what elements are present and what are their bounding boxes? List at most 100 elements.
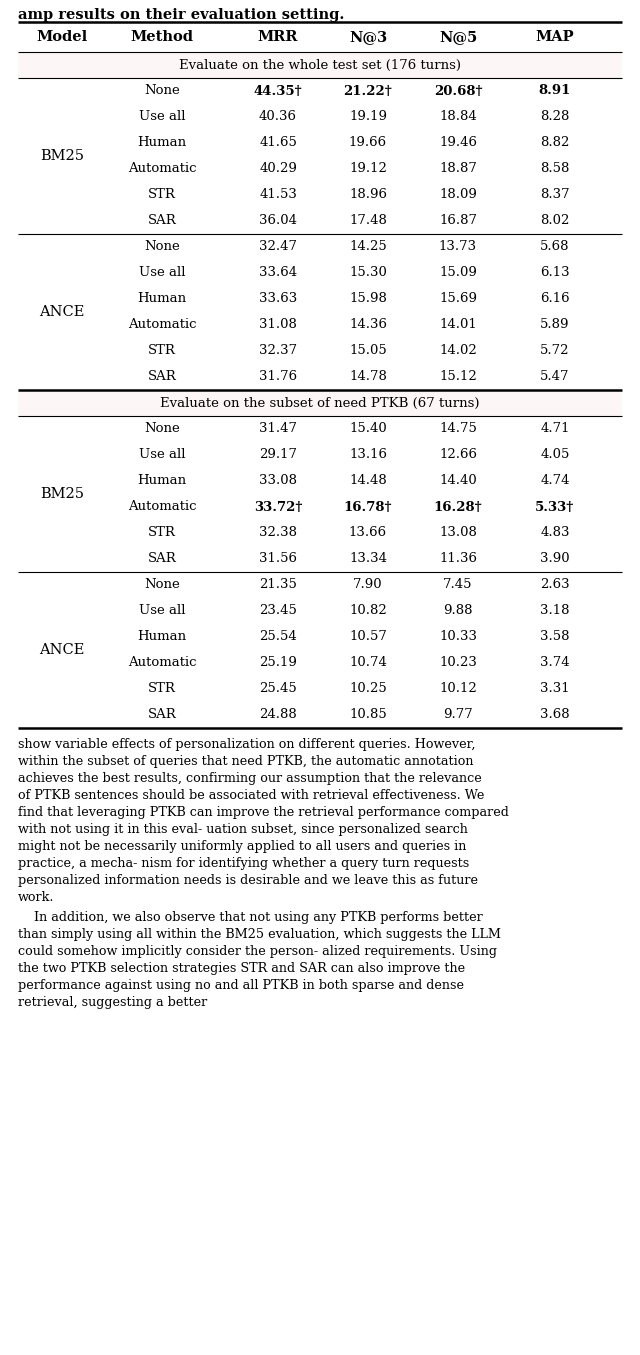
Text: 15.98: 15.98	[349, 293, 387, 305]
Text: 13.16: 13.16	[349, 449, 387, 462]
Text: 15.40: 15.40	[349, 423, 387, 435]
Text: None: None	[144, 423, 180, 435]
Text: SAR: SAR	[148, 214, 177, 228]
Text: 10.57: 10.57	[349, 630, 387, 644]
Text: 8.02: 8.02	[540, 214, 570, 228]
Text: 15.09: 15.09	[439, 267, 477, 279]
Text: 32.38: 32.38	[259, 527, 297, 539]
Text: Use all: Use all	[139, 449, 185, 462]
Text: 3.68: 3.68	[540, 709, 570, 721]
Text: 15.30: 15.30	[349, 267, 387, 279]
Text: SAR: SAR	[148, 370, 177, 383]
Text: performance against using no and all PTKB in both sparse and dense: performance against using no and all PTK…	[18, 980, 464, 992]
Text: 33.63: 33.63	[259, 293, 297, 305]
Text: personalized information needs is desirable and we leave this as future: personalized information needs is desira…	[18, 874, 478, 888]
Text: amp results on their evaluation setting.: amp results on their evaluation setting.	[18, 8, 344, 22]
Text: 16.28†: 16.28†	[434, 500, 483, 514]
Text: 8.82: 8.82	[540, 137, 570, 149]
Text: 3.74: 3.74	[540, 657, 570, 669]
Text: might not be necessarily uniformly applied to all users and queries in: might not be necessarily uniformly appli…	[18, 840, 467, 854]
Text: 10.25: 10.25	[349, 683, 387, 695]
Text: 11.36: 11.36	[439, 553, 477, 565]
Text: 13.34: 13.34	[349, 553, 387, 565]
Text: 14.02: 14.02	[439, 344, 477, 358]
Text: 7.45: 7.45	[444, 579, 473, 592]
Text: 18.96: 18.96	[349, 188, 387, 202]
Text: Model: Model	[36, 30, 88, 43]
Text: 21.22†: 21.22†	[344, 84, 392, 98]
Text: practice, a mecha- nism for identifying whether a query turn requests: practice, a mecha- nism for identifying …	[18, 856, 469, 870]
Text: STR: STR	[148, 683, 176, 695]
Text: 9.88: 9.88	[444, 604, 473, 618]
Text: 13.66: 13.66	[349, 527, 387, 539]
Text: 4.05: 4.05	[540, 449, 570, 462]
Text: None: None	[144, 84, 180, 98]
Text: 33.64: 33.64	[259, 267, 297, 279]
Text: the two PTKB selection strategies STR and SAR can also improve the: the two PTKB selection strategies STR an…	[18, 962, 465, 976]
Text: 19.12: 19.12	[349, 163, 387, 176]
Text: 31.47: 31.47	[259, 423, 297, 435]
Bar	[18, 51, 622, 79]
Text: 16.78†: 16.78†	[344, 500, 392, 514]
Text: Use all: Use all	[139, 604, 185, 618]
Text: Human: Human	[138, 137, 187, 149]
Text: of PTKB sentences should be associated with retrieval effectiveness. We: of PTKB sentences should be associated w…	[18, 789, 484, 802]
Text: 32.47: 32.47	[259, 240, 297, 253]
Text: None: None	[144, 579, 180, 592]
Text: 15.12: 15.12	[439, 370, 477, 383]
Text: 10.12: 10.12	[439, 683, 477, 695]
Text: 3.90: 3.90	[540, 553, 570, 565]
Text: 8.58: 8.58	[540, 163, 570, 176]
Text: Evaluate on the whole test set (176 turns): Evaluate on the whole test set (176 turn…	[179, 58, 461, 72]
Text: 36.04: 36.04	[259, 214, 297, 228]
Text: Human: Human	[138, 474, 187, 488]
Text: N@5: N@5	[439, 30, 477, 43]
Text: achieves the best results, confirming our assumption that the relevance: achieves the best results, confirming ou…	[18, 772, 482, 785]
Text: could somehow implicitly consider the person- alized requirements. Using: could somehow implicitly consider the pe…	[18, 944, 497, 958]
Text: 10.85: 10.85	[349, 709, 387, 721]
Text: 3.18: 3.18	[540, 604, 570, 618]
Text: Method: Method	[131, 30, 193, 43]
Text: 19.19: 19.19	[349, 111, 387, 123]
Text: 4.74: 4.74	[540, 474, 570, 488]
Text: 41.65: 41.65	[259, 137, 297, 149]
Text: 40.29: 40.29	[259, 163, 297, 176]
Text: MRR: MRR	[258, 30, 298, 43]
Text: 6.13: 6.13	[540, 267, 570, 279]
Text: 18.09: 18.09	[439, 188, 477, 202]
Text: Human: Human	[138, 293, 187, 305]
Text: Use all: Use all	[139, 111, 185, 123]
Text: Automatic: Automatic	[128, 318, 196, 332]
Text: 2.63: 2.63	[540, 579, 570, 592]
Text: 14.40: 14.40	[439, 474, 477, 488]
Text: 25.19: 25.19	[259, 657, 297, 669]
Text: 15.69: 15.69	[439, 293, 477, 305]
Text: 15.05: 15.05	[349, 344, 387, 358]
Text: Evaluate on the subset of need PTKB (67 turns): Evaluate on the subset of need PTKB (67 …	[160, 397, 480, 409]
Text: 10.74: 10.74	[349, 657, 387, 669]
Text: 8.37: 8.37	[540, 188, 570, 202]
Text: 10.23: 10.23	[439, 657, 477, 669]
Text: In addition, we also observe that not using any PTKB performs better: In addition, we also observe that not us…	[18, 911, 483, 924]
Text: 14.78: 14.78	[349, 370, 387, 383]
Text: 19.46: 19.46	[439, 137, 477, 149]
Text: 14.01: 14.01	[439, 318, 477, 332]
Text: 6.16: 6.16	[540, 293, 570, 305]
Text: SAR: SAR	[148, 553, 177, 565]
Text: MAP: MAP	[536, 30, 574, 43]
Text: 44.35†: 44.35†	[253, 84, 302, 98]
Text: 31.76: 31.76	[259, 370, 297, 383]
Text: 4.83: 4.83	[540, 527, 570, 539]
Text: 41.53: 41.53	[259, 188, 297, 202]
Text: 3.31: 3.31	[540, 683, 570, 695]
Text: None: None	[144, 240, 180, 253]
Text: 17.48: 17.48	[349, 214, 387, 228]
Text: 25.45: 25.45	[259, 683, 297, 695]
Text: 19.66: 19.66	[349, 137, 387, 149]
Text: 14.75: 14.75	[439, 423, 477, 435]
Text: 9.77: 9.77	[443, 709, 473, 721]
Text: 33.72†: 33.72†	[254, 500, 302, 514]
Text: STR: STR	[148, 527, 176, 539]
Text: find that leveraging PTKB can improve the retrieval performance compared: find that leveraging PTKB can improve th…	[18, 806, 509, 818]
Text: SAR: SAR	[148, 709, 177, 721]
